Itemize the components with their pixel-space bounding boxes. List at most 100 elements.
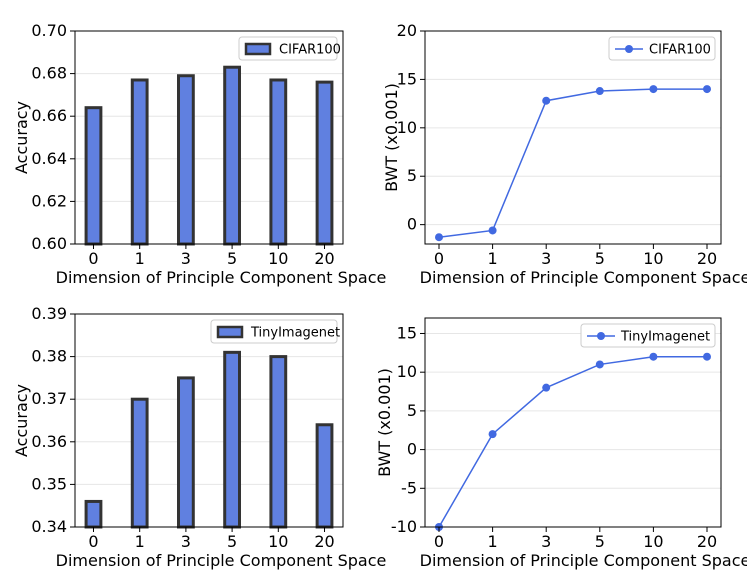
x-tick-label: 1 — [135, 532, 145, 551]
y-tick-label: 0.64 — [31, 149, 67, 168]
bar-5 — [223, 350, 241, 529]
y-axis-label: Accuracy — [12, 384, 31, 457]
data-point-10 — [649, 85, 658, 94]
y-tick-label: 0.39 — [31, 304, 67, 323]
bar-20 — [315, 80, 334, 246]
x-tick-label: 1 — [135, 249, 145, 268]
x-tick-label: 20 — [697, 249, 717, 268]
y-tick-label: 0 — [407, 440, 417, 459]
bar-20 — [315, 423, 334, 529]
bar-1 — [130, 78, 149, 246]
x-axis-label: Dimension of Principle Component Space — [56, 268, 387, 287]
x-axis-label: Dimension of Principle Component Space — [56, 551, 387, 570]
y-axis-label: BWT (x0.001) — [375, 368, 394, 477]
data-point-20 — [703, 85, 711, 94]
y-tick-label: 0.37 — [31, 389, 67, 408]
data-point-1 — [488, 226, 497, 235]
y-tick-label: 5 — [407, 166, 417, 185]
x-tick-label: 20 — [314, 249, 334, 268]
y-tick-label: 0.60 — [31, 234, 67, 253]
x-tick-label: 1 — [488, 249, 498, 268]
series-line — [438, 355, 707, 528]
chart-panel-3: 0.34 0.35 0.36 0.37 0.38 0.39 0 1 3 5 10 20Dimensio… — [12, 304, 386, 570]
legend-label: CIFAR100 — [649, 43, 711, 58]
x-tick-label: 3 — [181, 249, 191, 268]
x-tick-label: 0 — [88, 532, 98, 551]
x-tick-label: 10 — [268, 532, 288, 551]
y-axis-label: BWT (x0.001) — [382, 83, 401, 192]
legend-box — [580, 323, 716, 348]
bar-3 — [177, 376, 195, 529]
x-tick-label: 5 — [227, 532, 237, 551]
x-axis-label: Dimension of Principle Component Space — [420, 551, 747, 570]
data-point-0 — [435, 233, 443, 242]
x-tick-label: 5 — [595, 249, 605, 268]
x-axis-label: Dimension of Principle Component Space — [420, 268, 747, 287]
y-tick-label: 15 — [397, 69, 417, 88]
legend: CIFAR100 — [608, 36, 716, 61]
x-tick-label: 3 — [541, 532, 551, 551]
y-axis-label: Accuracy — [12, 101, 31, 174]
y-tick-label: 0.62 — [31, 191, 67, 210]
x-tick-label: 0 — [434, 249, 444, 268]
legend-swatch — [244, 42, 272, 56]
bar-5 — [223, 65, 241, 246]
y-tick-label: 0.68 — [31, 64, 67, 83]
y-tick-label: 5 — [407, 401, 417, 420]
bar-10 — [269, 355, 288, 529]
x-tick-label: 10 — [643, 249, 663, 268]
x-tick-label: 5 — [595, 532, 605, 551]
bar-1 — [130, 397, 149, 529]
bar-10 — [269, 78, 288, 246]
y-tick-label: 0.36 — [31, 432, 67, 451]
axes-frame — [424, 317, 722, 528]
y-tick-label: 10 — [397, 118, 417, 137]
axes-frame — [424, 30, 722, 245]
y-tick-label: 15 — [397, 323, 417, 342]
x-tick-label: 3 — [541, 249, 551, 268]
x-tick-label: 0 — [434, 532, 444, 551]
data-point-1 — [488, 430, 497, 439]
x-tick-label: 20 — [697, 532, 717, 551]
legend-label: CIFAR100 — [279, 43, 341, 58]
axes-frame — [74, 30, 344, 245]
legend-label: TinyImagenet — [250, 326, 340, 341]
bar-3 — [177, 74, 195, 246]
legend-box — [608, 36, 716, 61]
chart-panel-1: 0.60 0.62 0.64 0.66 0.68 0.70 0 1 3 5 10 20Dimensio… — [12, 21, 386, 287]
data-point-10 — [649, 352, 658, 361]
x-tick-label: 10 — [268, 249, 288, 268]
bar-0 — [84, 106, 103, 246]
legend-swatch — [216, 325, 244, 339]
x-tick-label: 5 — [227, 249, 237, 268]
legend: TinyImagenet — [580, 323, 716, 348]
y-tick-label: 0 — [407, 215, 417, 234]
x-tick-label: 0 — [88, 249, 98, 268]
legend-marker — [625, 45, 633, 53]
legend-label: TinyImagenet — [620, 330, 710, 345]
y-tick-label: 0.70 — [31, 21, 67, 40]
x-tick-label: 1 — [488, 532, 498, 551]
legend: CIFAR100 — [238, 36, 341, 61]
data-point-5 — [595, 360, 604, 369]
data-point-3 — [542, 96, 551, 105]
y-tick-label: 20 — [397, 21, 417, 40]
legend: TinyImagenet — [210, 319, 340, 344]
y-tick-label: -5 — [401, 478, 417, 497]
y-tick-label: 0.66 — [31, 106, 67, 125]
axes-frame — [74, 313, 344, 528]
y-tick-label: 0.35 — [31, 474, 67, 493]
series-line — [438, 88, 707, 238]
y-tick-label: -10 — [391, 517, 417, 536]
data-point-3 — [542, 383, 551, 392]
x-tick-label: 20 — [314, 532, 334, 551]
x-tick-label: 3 — [181, 532, 191, 551]
legend-marker — [597, 332, 605, 340]
y-tick-label: 0.38 — [31, 347, 67, 366]
bar-0 — [84, 499, 103, 529]
data-point-20 — [703, 352, 711, 361]
data-point-5 — [595, 87, 604, 96]
